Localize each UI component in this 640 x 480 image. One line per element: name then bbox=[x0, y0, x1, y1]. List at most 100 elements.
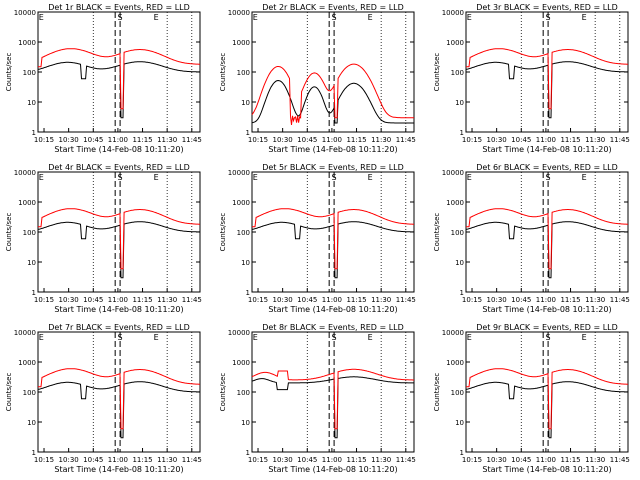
marker-label: S bbox=[332, 333, 337, 342]
x-tick-label: 11:00 bbox=[536, 456, 556, 464]
y-axis-label: Counts/sec bbox=[433, 373, 441, 412]
series-line-events bbox=[465, 381, 628, 439]
x-tick-label: 10:15 bbox=[462, 456, 482, 464]
marker-label: E bbox=[467, 13, 472, 22]
y-tick-label: 1 bbox=[460, 289, 464, 297]
panel-8: E S E 1 10 100 1000 10000 10:15 10:30 10:45 11:00 11… bbox=[219, 323, 416, 474]
y-tick-label: 1000 bbox=[446, 39, 464, 47]
x-tick-label: 11:15 bbox=[346, 456, 366, 464]
y-tick-label: 10 bbox=[455, 99, 464, 107]
series-line-events bbox=[251, 376, 414, 439]
plot-frame bbox=[37, 171, 201, 293]
x-tick-label: 10:45 bbox=[511, 456, 531, 464]
series-line-events bbox=[251, 79, 414, 124]
x-tick-label: 11:45 bbox=[610, 456, 630, 464]
series-line-events bbox=[251, 221, 414, 279]
y-tick-label: 1000 bbox=[18, 199, 36, 207]
x-tick-label: 11:15 bbox=[132, 296, 152, 304]
panel-7: E S E 1 10 100 1000 10000 10:15 10:30 10:45 11:00 11… bbox=[5, 323, 202, 474]
y-tick-label: 10 bbox=[27, 259, 36, 267]
plot-frame bbox=[37, 331, 201, 453]
y-tick-label: 1 bbox=[32, 129, 36, 137]
series-line-lld bbox=[251, 63, 414, 126]
plot-frame bbox=[251, 11, 415, 133]
marker-label: E bbox=[582, 173, 587, 182]
marker-label: S bbox=[118, 173, 123, 182]
marker-label: E bbox=[39, 333, 44, 342]
x-axis-label: Start Time (14-Feb-08 10:11:20) bbox=[54, 305, 183, 314]
y-tick-label: 100 bbox=[237, 229, 250, 237]
y-tick-label: 10000 bbox=[442, 169, 464, 177]
panel-title: Det 7r BLACK = Events, RED = LLD bbox=[48, 323, 190, 332]
x-axis-label: Start Time (14-Feb-08 10:11:20) bbox=[482, 465, 611, 474]
y-tick-label: 1000 bbox=[18, 39, 36, 47]
x-tick-label: 11:00 bbox=[108, 296, 128, 304]
x-tick-label: 11:30 bbox=[585, 296, 605, 304]
series-line-events bbox=[37, 221, 200, 279]
x-tick-label: 10:15 bbox=[248, 296, 268, 304]
y-axis-label: Counts/sec bbox=[5, 373, 13, 412]
marker-label: E bbox=[467, 333, 472, 342]
panel-1: E S E 1 10 100 1000 10000 10:15 10:30 10:45 11:00 11… bbox=[5, 3, 202, 154]
x-tick-label: 11:45 bbox=[610, 296, 630, 304]
x-axis-label: Start Time (14-Feb-08 10:11:20) bbox=[268, 145, 397, 154]
x-tick-label: 10:30 bbox=[487, 136, 507, 144]
x-tick-label: 10:30 bbox=[273, 456, 293, 464]
marker-label: E bbox=[39, 173, 44, 182]
x-tick-label: 11:15 bbox=[346, 136, 366, 144]
x-tick-label: 11:00 bbox=[536, 136, 556, 144]
x-axis-label: Start Time (14-Feb-08 10:11:20) bbox=[268, 465, 397, 474]
x-tick-label: 10:30 bbox=[273, 296, 293, 304]
plot-frame bbox=[251, 331, 415, 453]
y-axis-label: Counts/sec bbox=[219, 53, 227, 92]
y-tick-label: 10000 bbox=[228, 329, 250, 337]
y-tick-label: 1 bbox=[32, 449, 36, 457]
panel-title: Det 3r BLACK = Events, RED = LLD bbox=[476, 3, 618, 12]
y-tick-label: 1000 bbox=[446, 199, 464, 207]
y-tick-label: 10000 bbox=[14, 9, 36, 17]
panel-title: Det 9r BLACK = Events, RED = LLD bbox=[476, 323, 618, 332]
x-tick-label: 10:45 bbox=[511, 296, 531, 304]
marker-label: S bbox=[332, 13, 337, 22]
panel-5: E S E 1 10 100 1000 10000 10:15 10:30 10:45 11:00 11… bbox=[219, 163, 416, 314]
x-tick-label: 10:30 bbox=[59, 136, 79, 144]
plot-frame bbox=[251, 171, 415, 293]
x-tick-label: 11:45 bbox=[182, 296, 202, 304]
panel-title: Det 5r BLACK = Events, RED = LLD bbox=[262, 163, 404, 172]
x-tick-label: 11:00 bbox=[322, 456, 342, 464]
marker-label: E bbox=[368, 333, 373, 342]
y-tick-label: 100 bbox=[23, 69, 36, 77]
y-tick-label: 100 bbox=[23, 229, 36, 237]
panel-4: E S E 1 10 100 1000 10000 10:15 10:30 10:45 11:00 11… bbox=[5, 163, 202, 314]
y-tick-label: 100 bbox=[23, 389, 36, 397]
x-tick-label: 11:00 bbox=[322, 136, 342, 144]
x-tick-label: 10:30 bbox=[59, 456, 79, 464]
y-tick-label: 1 bbox=[460, 129, 464, 137]
y-axis-label: Counts/sec bbox=[219, 373, 227, 412]
marker-label: E bbox=[253, 333, 258, 342]
x-tick-label: 11:45 bbox=[396, 456, 416, 464]
x-tick-label: 10:15 bbox=[462, 296, 482, 304]
marker-label: S bbox=[546, 13, 551, 22]
marker-label: E bbox=[154, 333, 159, 342]
y-tick-label: 100 bbox=[451, 69, 464, 77]
series-line-events bbox=[37, 381, 200, 439]
marker-label: E bbox=[368, 173, 373, 182]
series-line-lld bbox=[38, 48, 200, 110]
plot-frame bbox=[465, 331, 629, 453]
x-tick-label: 10:45 bbox=[511, 136, 531, 144]
series-line-lld bbox=[466, 208, 628, 270]
y-tick-label: 10 bbox=[241, 99, 250, 107]
y-axis-label: Counts/sec bbox=[433, 213, 441, 252]
y-axis-label: Counts/sec bbox=[5, 53, 13, 92]
y-tick-label: 100 bbox=[451, 389, 464, 397]
y-tick-label: 10 bbox=[455, 419, 464, 427]
marker-label: E bbox=[368, 13, 373, 22]
y-tick-label: 10000 bbox=[228, 9, 250, 17]
x-tick-label: 11:15 bbox=[560, 136, 580, 144]
x-tick-label: 10:30 bbox=[487, 296, 507, 304]
marker-label: E bbox=[253, 13, 258, 22]
x-tick-label: 10:15 bbox=[34, 136, 54, 144]
x-tick-label: 10:45 bbox=[297, 136, 317, 144]
